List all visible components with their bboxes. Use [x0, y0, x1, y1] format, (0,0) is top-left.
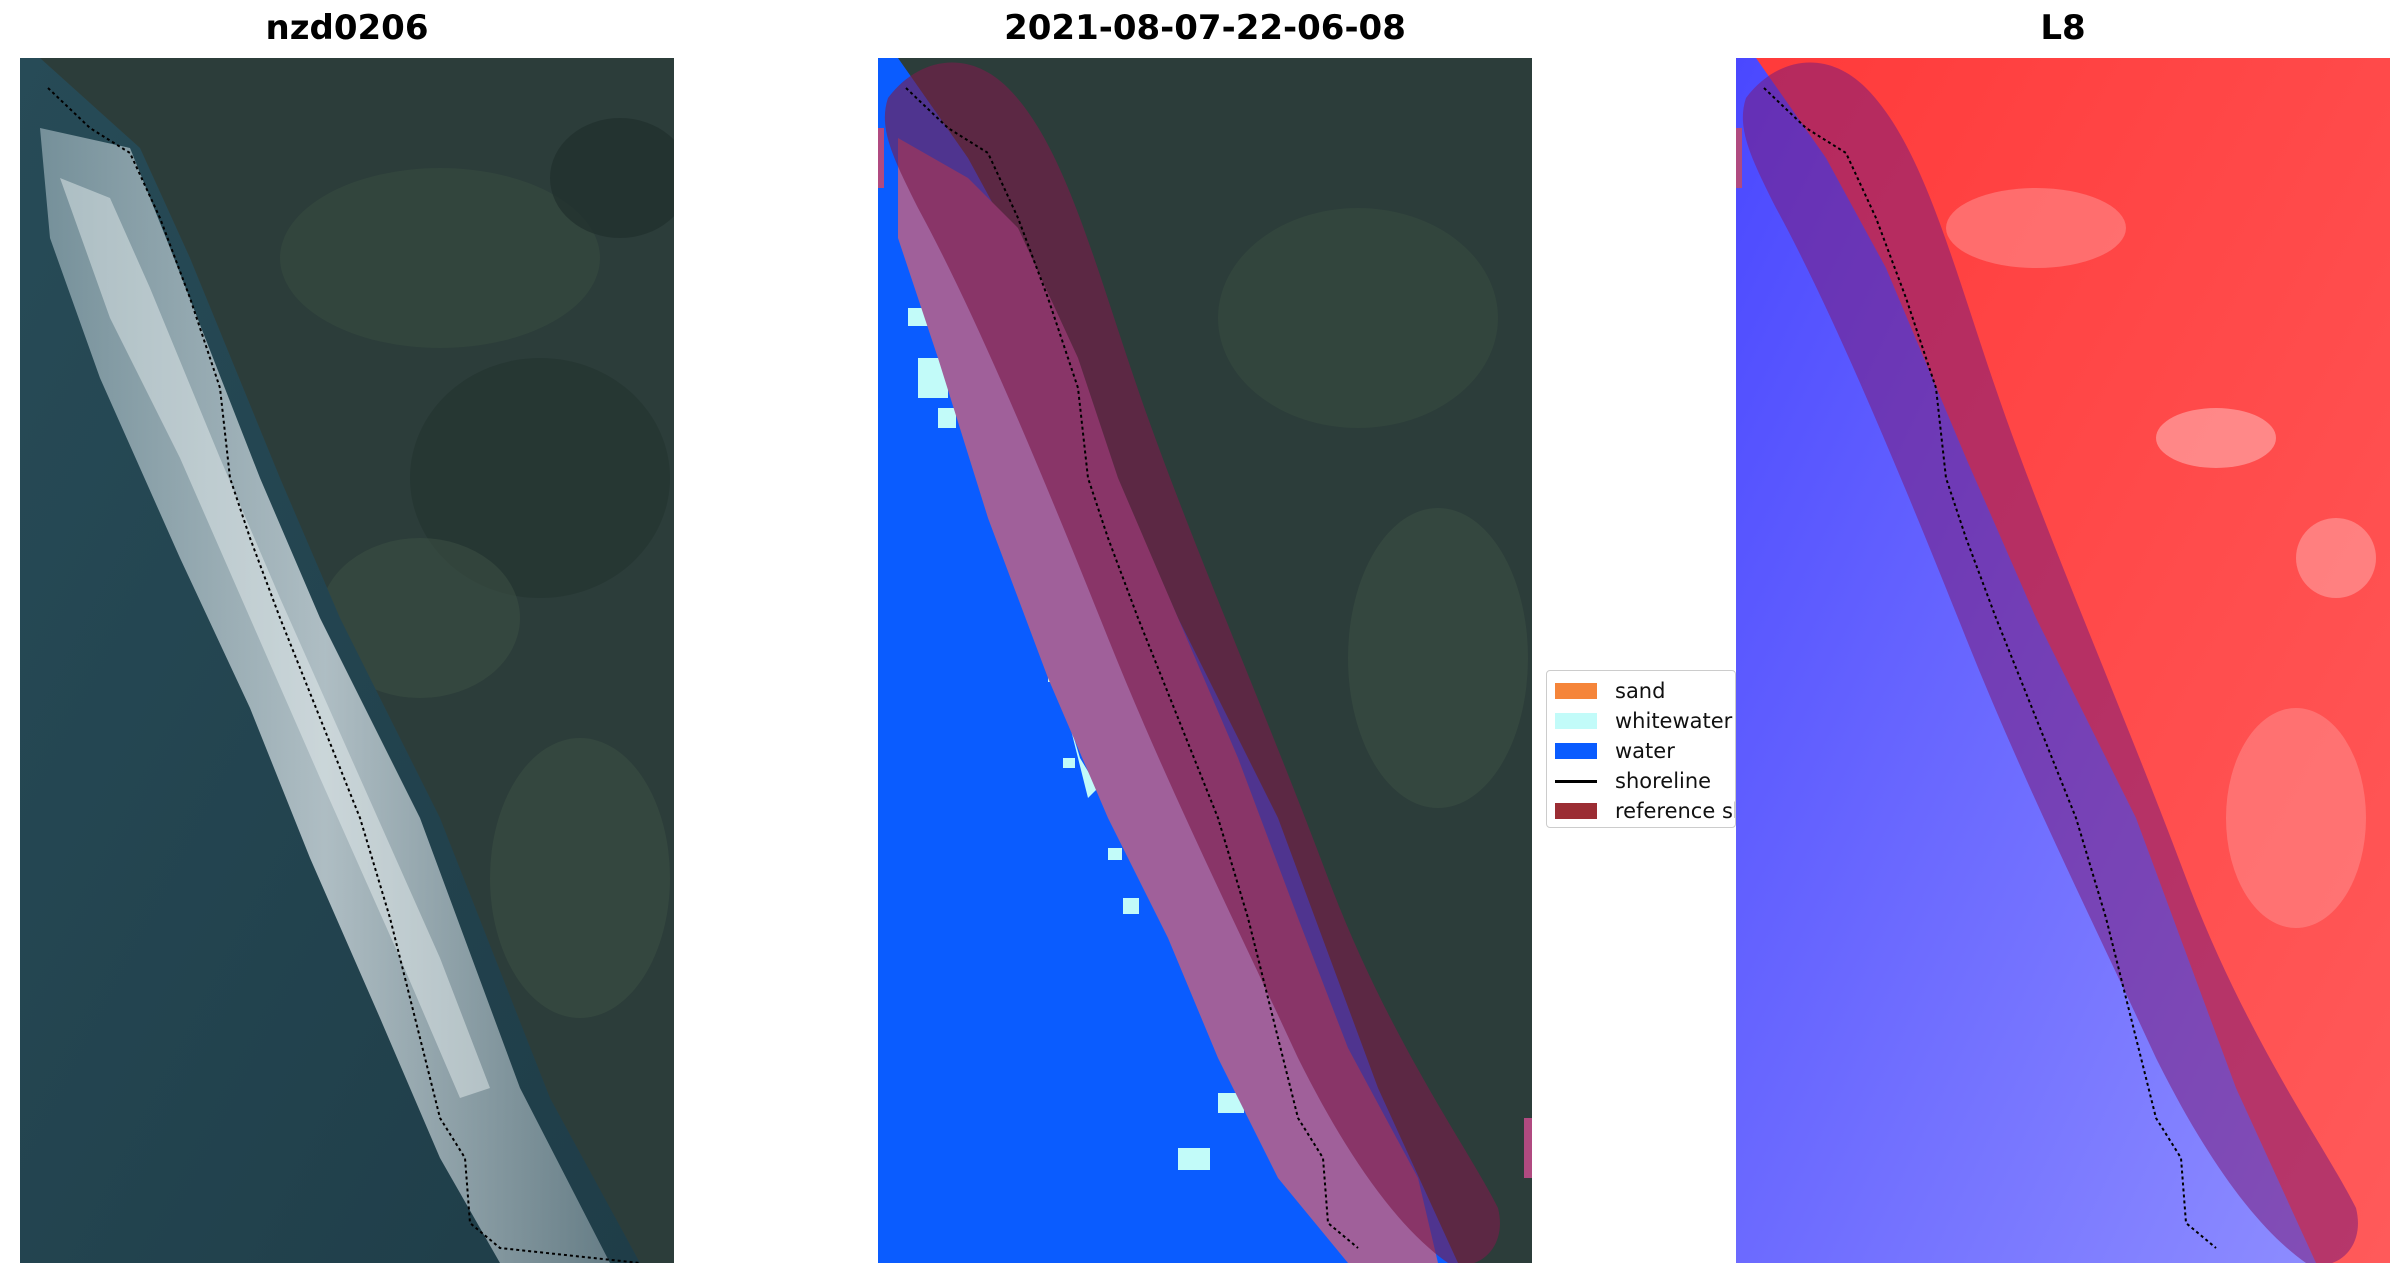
panel-title-index: L8: [2040, 8, 2086, 48]
legend-label-whitewater: whitewater: [1615, 709, 1733, 733]
panel-title-classification: 2021-08-07-22-06-08: [1004, 8, 1406, 48]
whitewater-swatch: [1555, 713, 1597, 729]
legend-item-sand: sand: [1555, 679, 1665, 703]
legend-item-water: water: [1555, 739, 1675, 763]
legend-label-sand: sand: [1615, 679, 1666, 703]
classification-panel: [878, 58, 1532, 1263]
reference-swatch: [1555, 803, 1597, 819]
index-panel: [1736, 58, 2390, 1263]
legend-item-reference: reference shoreline buffer: [1555, 799, 1735, 823]
legend-item-shoreline: shoreline: [1555, 769, 1711, 793]
panel-title-rgb: nzd0206: [265, 8, 429, 48]
legend-label-reference: reference shoreline buffer: [1615, 799, 1735, 823]
index-map: [1736, 58, 2390, 1263]
shoreline-swatch: [1555, 779, 1597, 783]
legend-label-water: water: [1615, 739, 1675, 763]
rgb-image: [20, 58, 674, 1263]
classification-map: [878, 58, 1532, 1263]
legend: sand whitewater water shoreline referenc…: [1546, 670, 1736, 828]
legend-item-whitewater: whitewater: [1555, 709, 1732, 733]
sand-swatch: [1555, 683, 1597, 699]
legend-label-shoreline: shoreline: [1615, 769, 1712, 793]
water-swatch: [1555, 743, 1597, 759]
rgb-image-panel: [20, 58, 674, 1263]
